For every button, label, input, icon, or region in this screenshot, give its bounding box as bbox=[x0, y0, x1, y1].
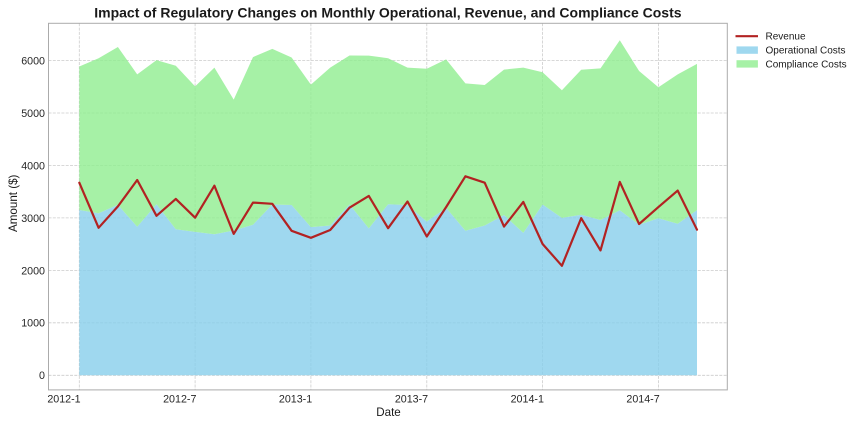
svg-text:5000: 5000 bbox=[21, 108, 45, 120]
svg-text:0: 0 bbox=[39, 370, 45, 382]
svg-text:Date: Date bbox=[376, 406, 401, 419]
svg-text:1000: 1000 bbox=[21, 318, 45, 330]
svg-text:Operational Costs: Operational Costs bbox=[766, 46, 846, 57]
svg-text:2000: 2000 bbox=[21, 265, 45, 277]
svg-text:2014-1: 2014-1 bbox=[511, 393, 544, 405]
svg-text:4000: 4000 bbox=[21, 160, 45, 172]
svg-text:6000: 6000 bbox=[21, 55, 45, 67]
svg-text:2012-1: 2012-1 bbox=[47, 393, 80, 405]
svg-text:Impact of Regulatory Changes o: Impact of Regulatory Changes on Monthly … bbox=[94, 5, 682, 21]
svg-text:Compliance Costs: Compliance Costs bbox=[766, 59, 847, 70]
svg-text:2013-7: 2013-7 bbox=[395, 393, 428, 405]
svg-text:Amount ($): Amount ($) bbox=[7, 174, 20, 231]
svg-text:2014-7: 2014-7 bbox=[626, 393, 659, 405]
svg-text:Revenue: Revenue bbox=[766, 32, 806, 43]
svg-text:2012-7: 2012-7 bbox=[163, 393, 196, 405]
svg-text:3000: 3000 bbox=[21, 213, 45, 225]
svg-text:2013-1: 2013-1 bbox=[279, 393, 312, 405]
